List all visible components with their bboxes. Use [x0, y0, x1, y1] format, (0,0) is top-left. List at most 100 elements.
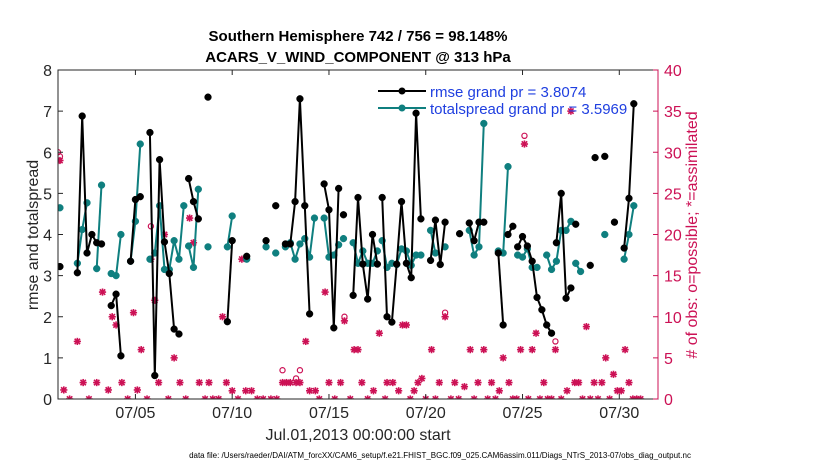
spread-point	[97, 181, 106, 189]
rmse-point	[543, 321, 551, 329]
assimilated-obs-marker	[336, 378, 345, 387]
rmse-point	[480, 218, 488, 226]
possible-obs-marker	[296, 367, 304, 374]
assimilated-obs-marker	[369, 387, 378, 395]
rmse-point	[58, 262, 64, 271]
rmse-point	[136, 193, 144, 201]
assimilated-obs-marker	[636, 395, 645, 399]
assimilated-obs-marker	[222, 378, 230, 387]
rmse-point	[572, 220, 580, 228]
spread-point	[291, 255, 299, 263]
assimilated-obs-marker	[491, 395, 500, 399]
spread-point	[533, 263, 541, 272]
y-tick-label-left: 5	[43, 186, 52, 203]
y-tick-label-right: 35	[664, 104, 682, 121]
assimilated-obs-marker	[247, 387, 256, 395]
assimilated-obs-marker	[578, 395, 587, 399]
rmse-point	[397, 197, 406, 206]
assimilated-obs-marker	[104, 386, 112, 394]
chart-subtitle: ACARS_V_WIND_COMPONENT @ 313 hPa	[205, 49, 511, 66]
assimilated-obs-marker	[325, 378, 333, 387]
y-tick-label-left: 3	[43, 269, 52, 286]
spread-point	[180, 202, 188, 210]
assimilated-obs-marker	[557, 395, 565, 399]
spread-point	[518, 253, 527, 261]
spread-point	[184, 242, 193, 250]
legend-spread-label: totalspread grand pr = 3.5969	[430, 101, 627, 118]
rmse-point	[407, 274, 415, 282]
x-tick-label: 07/20	[406, 405, 446, 422]
assimilated-obs-marker	[466, 346, 474, 354]
spread-point	[543, 251, 551, 259]
rmse-point	[504, 230, 512, 239]
assimilated-obs-marker	[447, 395, 455, 399]
assimilated-obs-marker	[228, 387, 236, 395]
assimilated-obs-marker	[495, 387, 503, 395]
rmse-point	[518, 232, 527, 241]
rmse-point	[364, 295, 372, 303]
rmse-point	[523, 242, 532, 250]
assimilated-obs-marker	[234, 395, 242, 399]
assimilated-obs-marker	[346, 395, 354, 399]
assimilated-obs-marker	[170, 354, 178, 362]
assimilated-obs-marker	[410, 387, 418, 395]
assimilated-obs-marker	[315, 395, 323, 399]
y-tick-label-right: 20	[664, 228, 682, 245]
rmse-point	[223, 318, 232, 326]
assimilated-obs-marker	[375, 329, 383, 337]
assimilated-obs-marker	[118, 378, 126, 387]
assimilated-obs-marker	[590, 378, 598, 387]
spread-point	[78, 225, 86, 234]
x-tick-label: 07/05	[115, 405, 155, 422]
y-tick-label-right: 40	[664, 63, 682, 80]
y-tick-label-right: 15	[664, 269, 682, 286]
rmse-point	[567, 284, 575, 292]
rmse-point	[601, 152, 609, 161]
possible-obs-marker	[521, 132, 528, 139]
rmse-point	[630, 100, 638, 108]
rmse-point	[286, 240, 294, 248]
rmse-point	[165, 269, 173, 278]
y-tick-label-left: 7	[43, 104, 52, 121]
assimilated-obs-marker	[133, 386, 141, 394]
y-tick-label-right: 30	[664, 145, 682, 162]
spread-point	[320, 214, 328, 222]
spread-line	[226, 215, 234, 247]
y-tick-label-right: 25	[664, 186, 682, 203]
rmse-point	[562, 294, 570, 302]
rmse-point	[320, 180, 328, 188]
assimilated-obs-marker	[455, 395, 463, 399]
rmse-point	[412, 109, 420, 117]
rmse-point	[204, 93, 212, 101]
y-axis-right-label: # of obs: o=possible; *=assimilated	[684, 111, 701, 358]
rmse-point	[301, 202, 309, 210]
rmse-point	[189, 197, 198, 206]
rmse-point	[349, 291, 357, 300]
rmse-point	[610, 218, 619, 226]
assimilated-obs-marker	[98, 288, 107, 296]
rmse-point	[296, 95, 304, 103]
assimilated-obs-marker	[480, 346, 488, 354]
assimilated-obs-marker	[73, 337, 81, 346]
assimilated-obs-marker	[215, 395, 223, 399]
spread-point	[262, 243, 270, 251]
assimilated-obs-marker	[296, 378, 304, 387]
rmse-point	[291, 197, 299, 206]
spread-point	[630, 202, 638, 210]
x-axis-label: Jul.01,2013 00:00:00 start	[265, 427, 451, 444]
spread-point	[93, 264, 101, 273]
assimilated-obs-marker	[532, 329, 540, 337]
assimilated-obs-marker	[594, 395, 602, 399]
assimilated-obs-marker	[625, 378, 633, 387]
spread-point	[601, 230, 609, 239]
y-tick-label-left: 2	[43, 310, 52, 327]
rmse-point	[112, 290, 120, 298]
rmse-point	[383, 313, 391, 321]
rmse-point	[441, 218, 449, 226]
rmse-point	[388, 318, 396, 326]
possible-obs-marker	[58, 153, 64, 160]
assimilated-obs-marker	[431, 395, 440, 399]
rmse-point	[465, 219, 473, 227]
rmse-point	[547, 329, 556, 337]
assimilated-obs-marker	[470, 395, 478, 399]
